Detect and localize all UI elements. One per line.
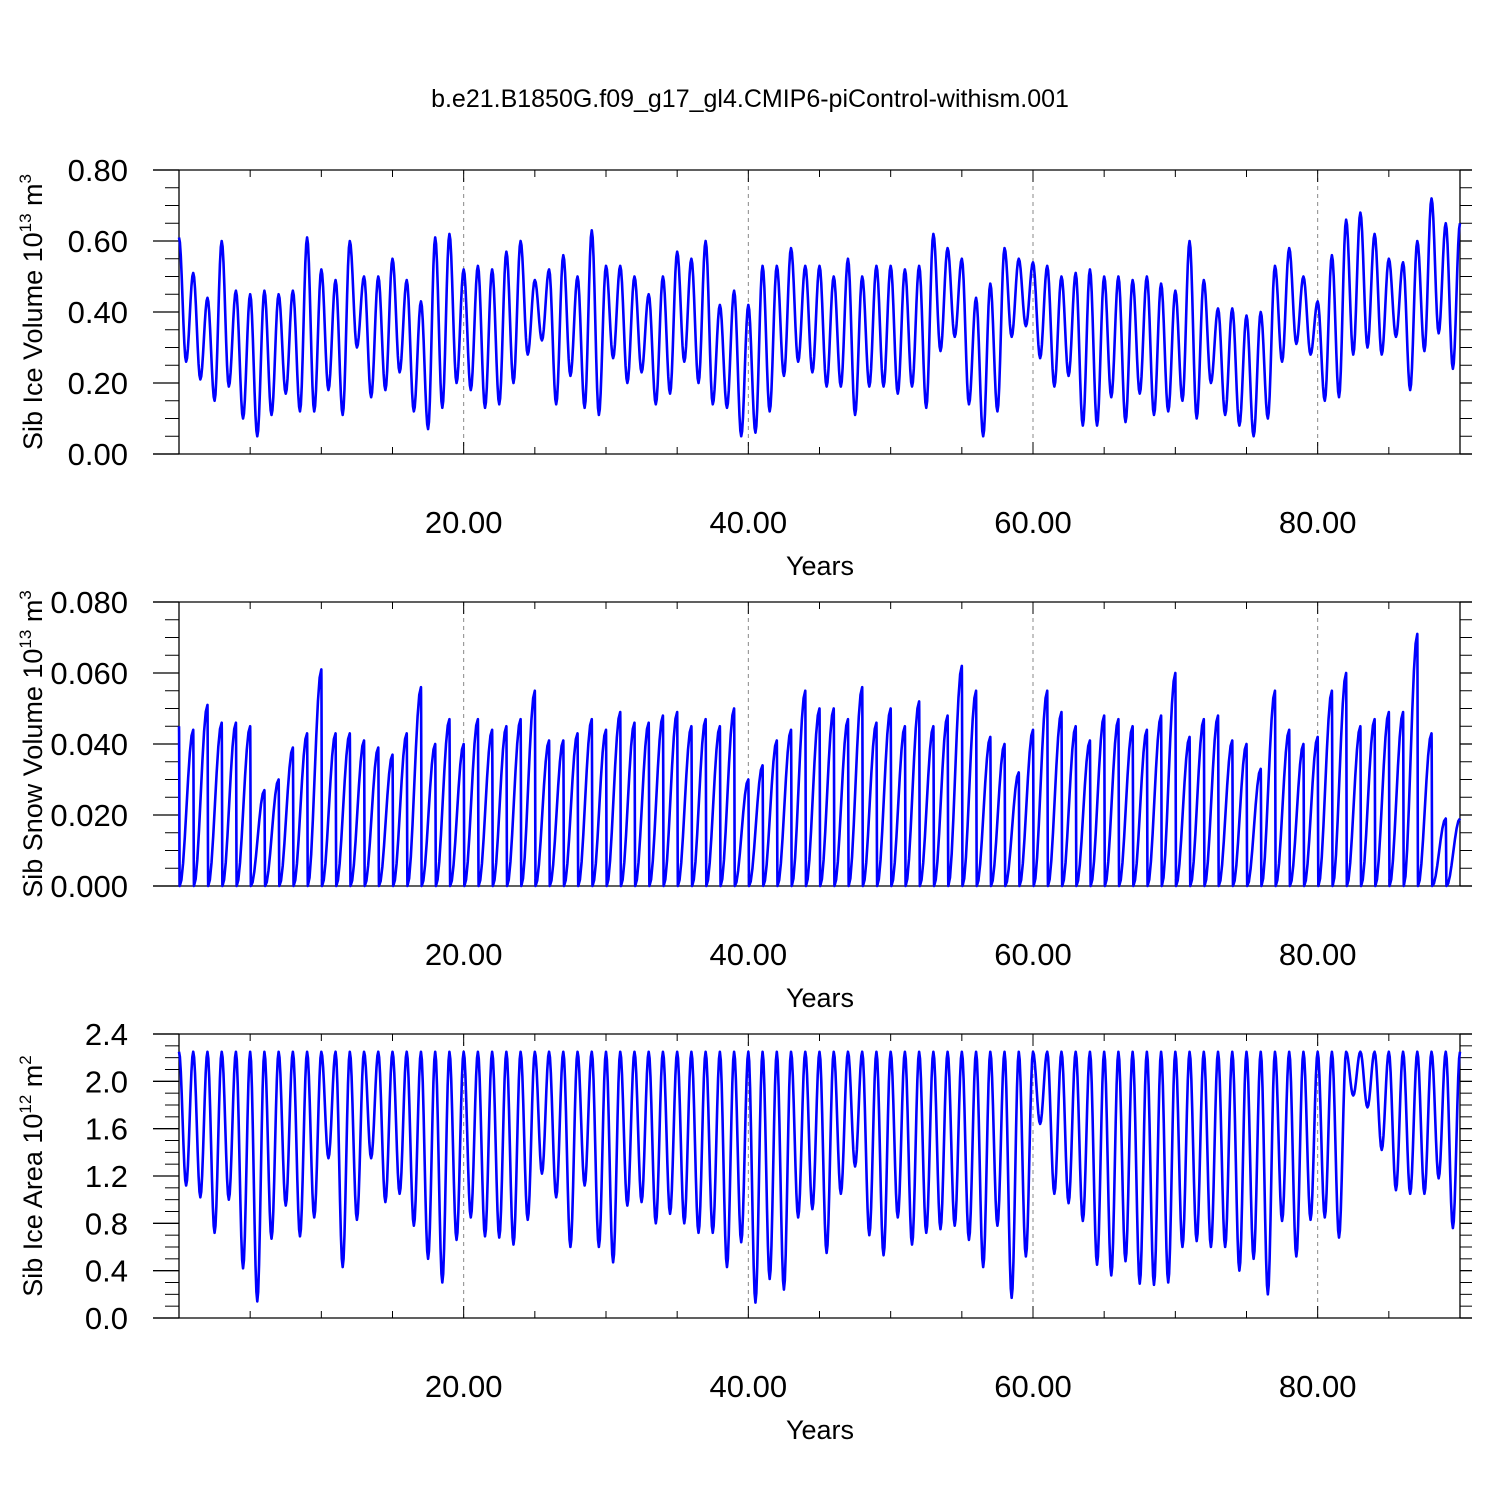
panel-3-ytick-label: 2.0: [85, 1064, 128, 1099]
panel-2-xtick-label: 80.00: [1279, 937, 1357, 972]
panel-3-xtick-label: 20.00: [425, 1369, 503, 1404]
panel-3-ytick-label: 0.4: [85, 1254, 128, 1289]
panel-1-series-line: [177, 197, 1462, 438]
panel-2-series-line: [177, 632, 1462, 888]
panel-1-ytick-label: 0.20: [68, 366, 128, 401]
panel-3-ytick-label: 0.0: [85, 1301, 128, 1336]
panel-2-ytick-label: 0.020: [50, 798, 128, 833]
panel-3-ylabel: Sib Ice Area 1012 m2: [16, 1055, 48, 1297]
panel-3-series-line: [177, 1050, 1462, 1304]
panel-2-ytick-label: 0.000: [50, 869, 128, 904]
panel-1-xtick-label: 80.00: [1279, 505, 1357, 540]
panel-1-ytick-label: 0.40: [68, 295, 128, 330]
panel-3-ytick-label: 0.8: [85, 1206, 128, 1241]
panel-1-ytick-label: 0.60: [68, 224, 128, 259]
panel-1-xlabel: Years: [786, 551, 854, 581]
panel-3-ytick-label: 1.2: [85, 1159, 128, 1194]
panel-1-xtick-label: 40.00: [710, 505, 788, 540]
panel-2-xtick-label: 60.00: [994, 937, 1072, 972]
panel-2-xlabel: Years: [786, 983, 854, 1013]
panel-1-xtick-label: 20.00: [425, 505, 503, 540]
panel-3-ytick-label: 2.4: [85, 1017, 128, 1052]
panel-1-ytick-label: 0.80: [68, 153, 128, 188]
panel-3-xlabel: Years: [786, 1415, 854, 1445]
panel-3-ytick-label: 1.6: [85, 1112, 128, 1147]
panel-2-ylabel: Sib Snow Volume 1013 m3: [16, 590, 48, 898]
panel-2-xtick-label: 40.00: [710, 937, 788, 972]
panel-2-xtick-label: 20.00: [425, 937, 503, 972]
panel-3-xtick-label: 40.00: [710, 1369, 788, 1404]
panel-3-xtick-label: 80.00: [1279, 1369, 1357, 1404]
panel-2-ytick-label: 0.080: [50, 585, 128, 620]
panel-1-xtick-label: 60.00: [994, 505, 1072, 540]
panel-2-ytick-label: 0.060: [50, 656, 128, 691]
chart-title: b.e21.B1850G.f09_g17_gl4.CMIP6-piControl…: [431, 85, 1069, 113]
panel-1-ylabel: Sib Ice Volume 1013 m3: [16, 174, 48, 450]
panel-3-xtick-label: 60.00: [994, 1369, 1072, 1404]
panel-1-ytick-label: 0.00: [68, 437, 128, 472]
panel-2-ytick-label: 0.040: [50, 727, 128, 762]
